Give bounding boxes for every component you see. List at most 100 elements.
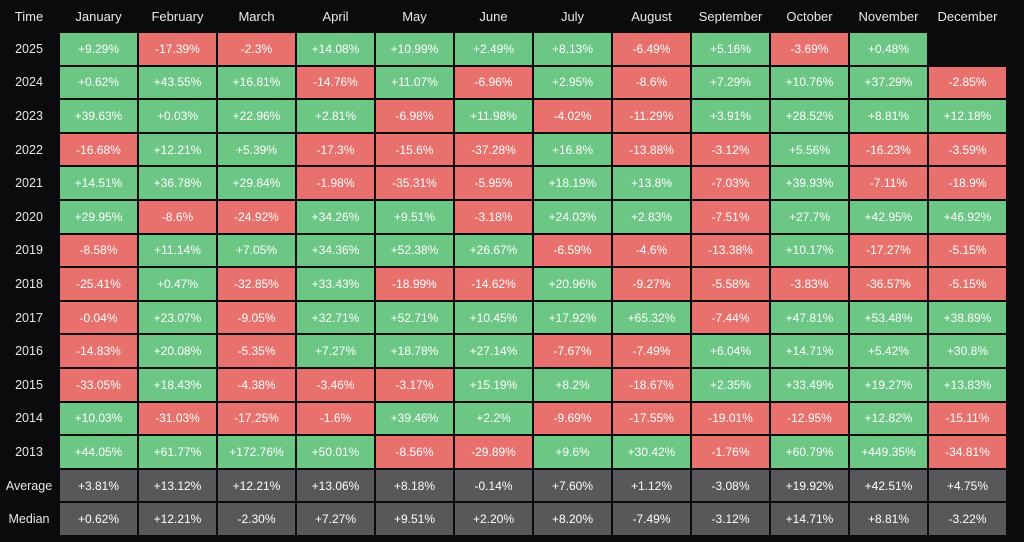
column-header: Time bbox=[14, 8, 44, 24]
return-cell: +22.96% bbox=[218, 100, 295, 132]
return-cell: +2.81% bbox=[297, 100, 374, 132]
return-cell: +37.29% bbox=[850, 66, 927, 99]
summary-cell: +2.20% bbox=[455, 503, 532, 535]
return-cell: -31.03% bbox=[139, 402, 216, 435]
return-cell: -3.59% bbox=[929, 133, 1006, 166]
return-cell: -1.98% bbox=[297, 167, 374, 199]
summary-cell: +13.06% bbox=[297, 469, 374, 502]
return-cell: +29.84% bbox=[218, 167, 295, 199]
return-cell: +29.95% bbox=[60, 201, 137, 233]
column-header: November bbox=[858, 8, 919, 24]
return-cell: -25.41% bbox=[60, 268, 137, 300]
row-header: 2013 bbox=[15, 444, 43, 459]
summary-cell: +9.51% bbox=[376, 503, 453, 535]
return-cell: +8.2% bbox=[534, 369, 611, 401]
return-cell: +14.51% bbox=[60, 167, 137, 199]
return-cell: -15.6% bbox=[376, 133, 453, 166]
return-cell: +16.81% bbox=[218, 66, 295, 99]
return-cell: +13.83% bbox=[929, 369, 1006, 401]
summary-cell: +8.18% bbox=[376, 469, 453, 502]
return-cell: +43.55% bbox=[139, 66, 216, 99]
return-cell: -14.62% bbox=[455, 268, 532, 300]
return-cell: +61.77% bbox=[139, 436, 216, 468]
return-cell: +16.8% bbox=[534, 133, 611, 166]
return-cell: +8.13% bbox=[534, 33, 611, 65]
return-cell: -24.92% bbox=[218, 201, 295, 233]
return-cell: -8.58% bbox=[60, 234, 137, 267]
return-cell: +0.03% bbox=[139, 100, 216, 132]
return-cell: +5.39% bbox=[218, 133, 295, 166]
return-cell: +20.08% bbox=[139, 335, 216, 367]
return-cell: +0.48% bbox=[850, 33, 927, 65]
return-cell: +12.21% bbox=[139, 133, 216, 166]
return-cell: -4.38% bbox=[218, 369, 295, 401]
row-header: 2019 bbox=[15, 243, 43, 258]
return-cell: +33.49% bbox=[771, 369, 848, 401]
return-cell: +2.2% bbox=[455, 402, 532, 435]
return-cell: +10.03% bbox=[60, 402, 137, 435]
return-cell: +28.52% bbox=[771, 100, 848, 132]
return-cell: +10.99% bbox=[376, 33, 453, 65]
return-cell: -7.67% bbox=[534, 335, 611, 367]
return-cell: -1.6% bbox=[297, 402, 374, 435]
return-cell: +2.35% bbox=[692, 369, 769, 401]
return-cell: +5.56% bbox=[771, 133, 848, 166]
return-cell: +8.81% bbox=[850, 100, 927, 132]
return-cell: +7.29% bbox=[692, 66, 769, 99]
return-cell: +36.78% bbox=[139, 167, 216, 199]
return-cell: -16.23% bbox=[850, 133, 927, 166]
return-cell: -13.88% bbox=[613, 133, 690, 166]
return-cell: -9.05% bbox=[218, 301, 295, 334]
summary-cell: -2.30% bbox=[218, 503, 295, 535]
return-cell: -16.68% bbox=[60, 133, 137, 166]
summary-cell: +12.21% bbox=[218, 469, 295, 502]
return-cell: -18.9% bbox=[929, 167, 1006, 199]
return-cell: -17.3% bbox=[297, 133, 374, 166]
return-cell: -2.85% bbox=[929, 66, 1006, 99]
return-cell: -5.95% bbox=[455, 167, 532, 199]
summary-cell: +13.12% bbox=[139, 469, 216, 502]
return-cell: -5.15% bbox=[929, 234, 1006, 267]
return-cell: +60.79% bbox=[771, 436, 848, 468]
return-cell: +38.89% bbox=[929, 301, 1006, 334]
summary-cell: +1.12% bbox=[613, 469, 690, 502]
return-cell: +12.82% bbox=[850, 402, 927, 435]
return-cell: +6.04% bbox=[692, 335, 769, 367]
return-cell: -18.67% bbox=[613, 369, 690, 401]
return-cell: -37.28% bbox=[455, 133, 532, 166]
return-cell: +0.47% bbox=[139, 268, 216, 300]
return-cell: +39.63% bbox=[60, 100, 137, 132]
return-cell: +9.29% bbox=[60, 33, 137, 65]
return-cell: +18.43% bbox=[139, 369, 216, 401]
row-header: 2014 bbox=[15, 411, 43, 426]
column-header: August bbox=[631, 8, 672, 24]
return-cell: -8.56% bbox=[376, 436, 453, 468]
return-cell: -6.49% bbox=[613, 33, 690, 65]
return-cell: -13.38% bbox=[692, 234, 769, 267]
return-cell: +9.6% bbox=[534, 436, 611, 468]
return-cell: -17.27% bbox=[850, 234, 927, 267]
column-header: May bbox=[402, 8, 427, 24]
row-header: 2025 bbox=[15, 41, 43, 56]
return-cell: +30.42% bbox=[613, 436, 690, 468]
column-header: July bbox=[560, 8, 585, 24]
summary-cell: +8.81% bbox=[850, 503, 927, 535]
summary-cell: +8.20% bbox=[534, 503, 611, 535]
return-cell: +52.38% bbox=[376, 234, 453, 267]
return-cell: -3.17% bbox=[376, 369, 453, 401]
row-header: 2016 bbox=[15, 344, 43, 359]
return-cell: -18.99% bbox=[376, 268, 453, 300]
return-cell: +5.42% bbox=[850, 335, 927, 367]
column-header: September bbox=[698, 8, 763, 24]
return-cell: +20.96% bbox=[534, 268, 611, 300]
return-cell: -17.25% bbox=[218, 402, 295, 435]
return-cell: -14.83% bbox=[60, 335, 137, 367]
return-cell: +32.71% bbox=[297, 301, 374, 334]
summary-cell: +14.71% bbox=[771, 503, 848, 535]
row-header: 2017 bbox=[15, 310, 43, 325]
return-cell: +15.19% bbox=[455, 369, 532, 401]
row-header: 2022 bbox=[15, 142, 43, 157]
return-cell: -6.96% bbox=[455, 66, 532, 99]
summary-cell: -3.22% bbox=[929, 503, 1006, 535]
return-cell: +26.67% bbox=[455, 234, 532, 267]
